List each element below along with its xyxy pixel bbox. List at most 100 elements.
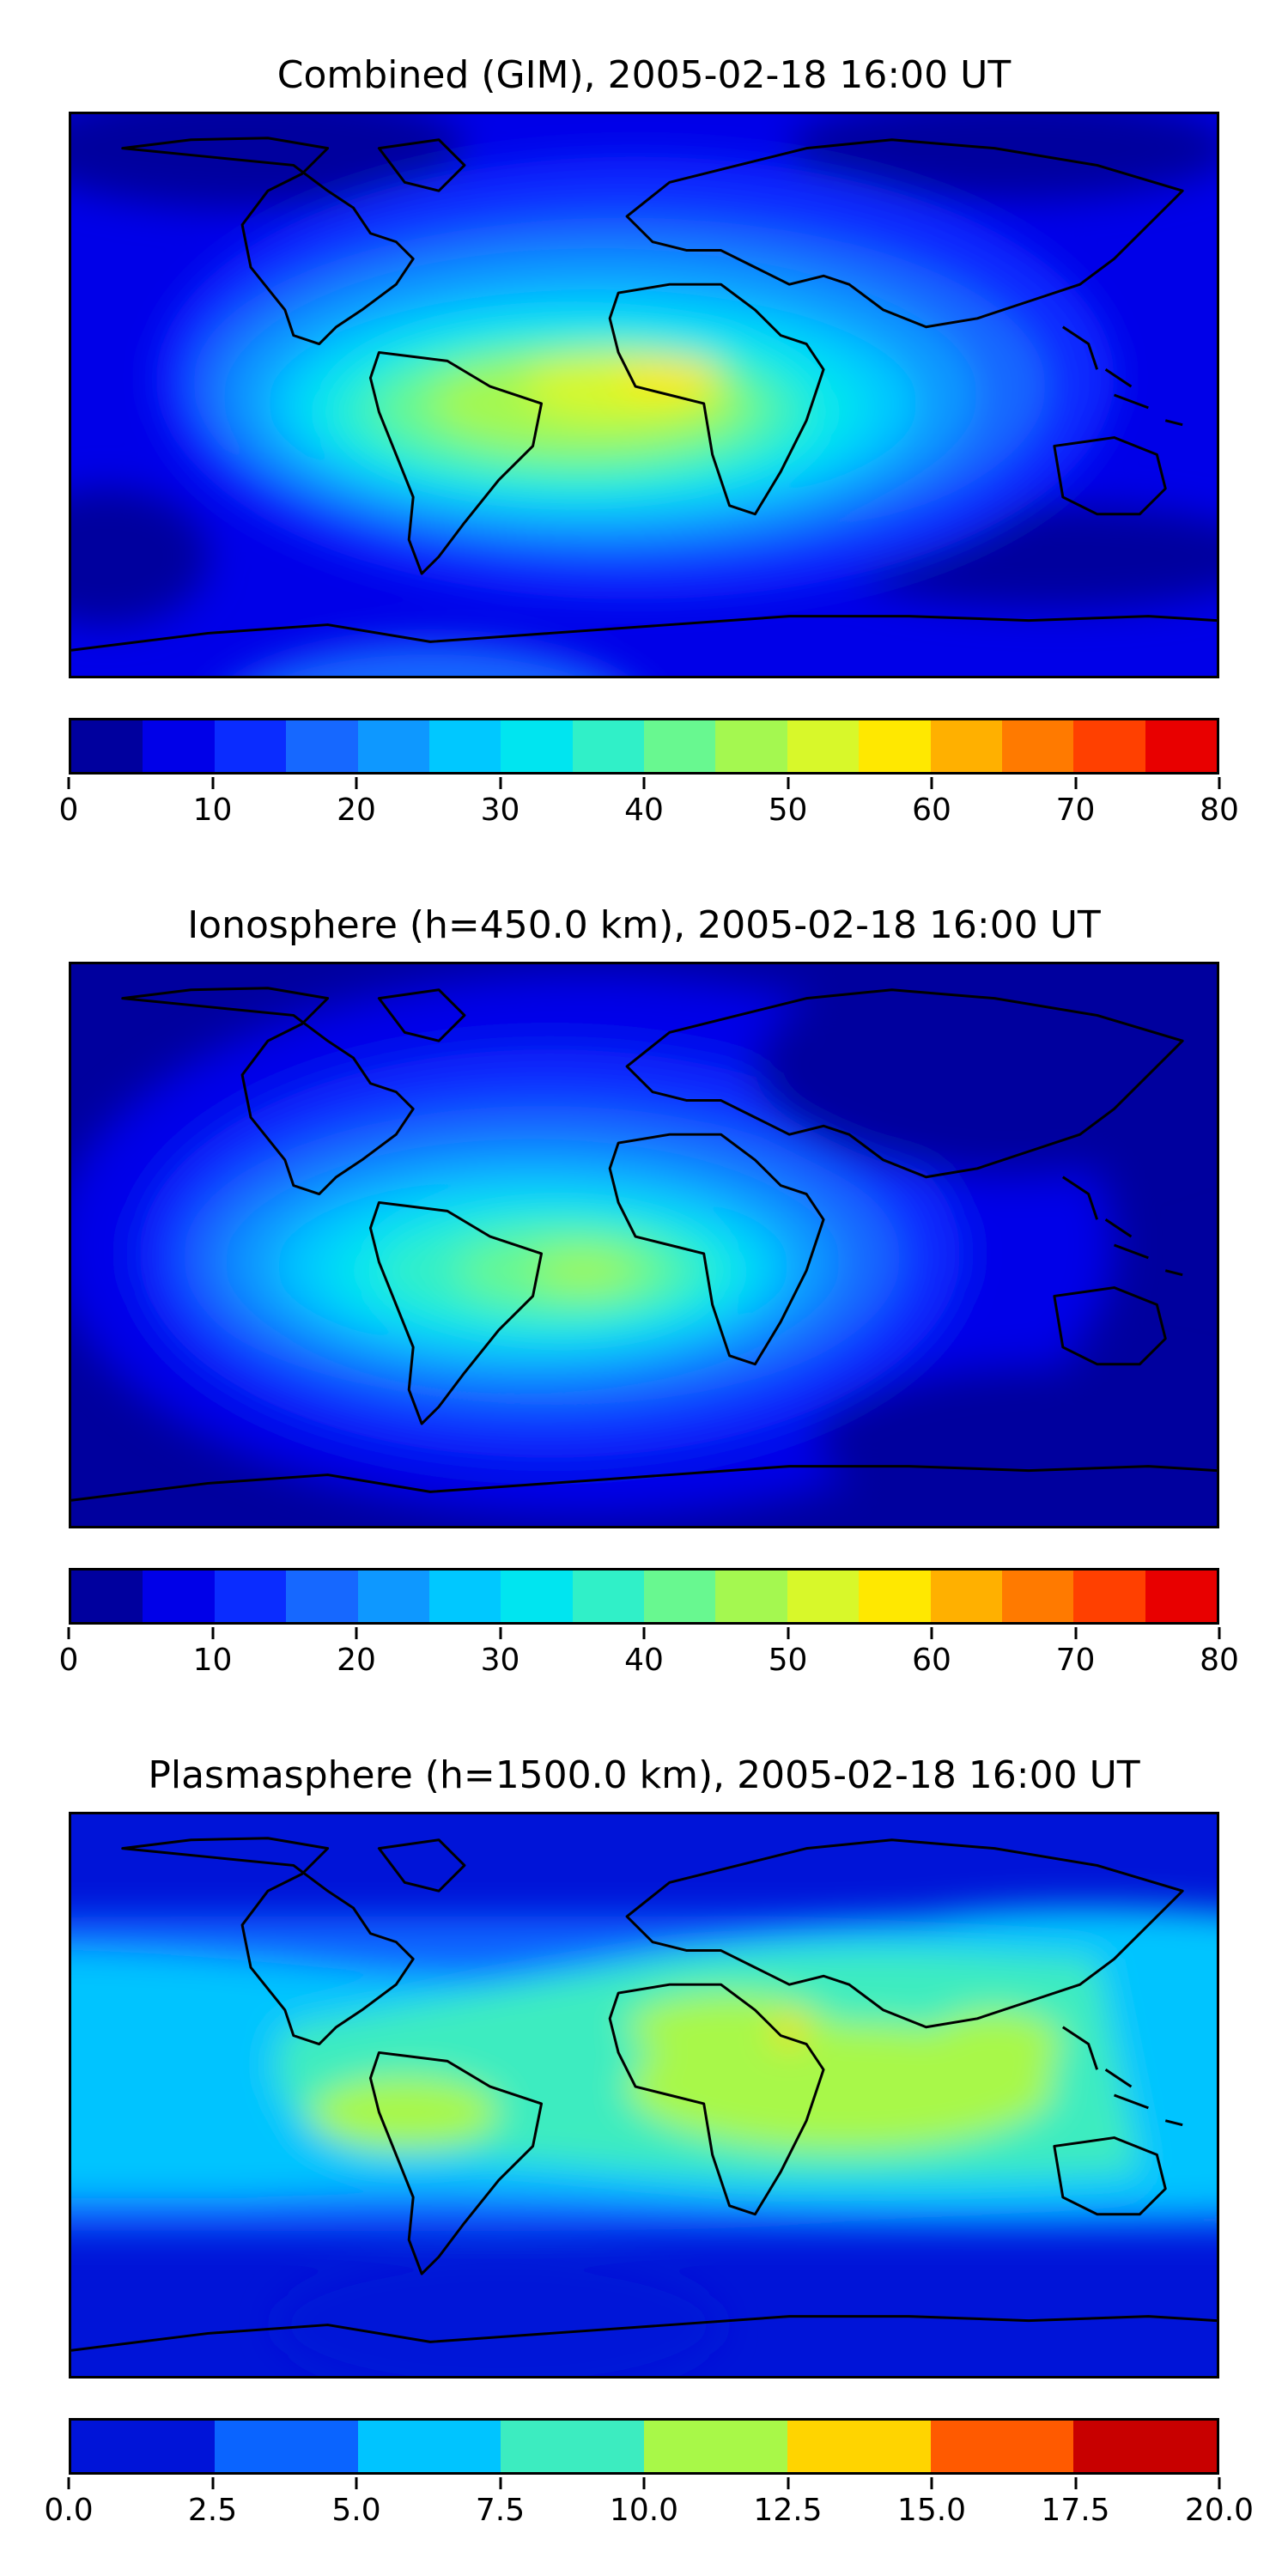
colorbar-segment [71, 1571, 143, 1622]
colorbar-segment [644, 1571, 716, 1622]
colorbar-tick [211, 2477, 214, 2489]
colorbar-tick [1074, 777, 1077, 789]
colorbar-segment [428, 1571, 501, 1622]
colorbar-segment [1001, 720, 1074, 772]
plasmasphere-colorbar [69, 2418, 1219, 2475]
colorbar-tick-label: 20.0 [1184, 2493, 1255, 2528]
colorbar-tick [930, 1627, 933, 1639]
colorbar-tick-label: 10 [192, 793, 233, 828]
colorbar-segment [715, 1571, 787, 1622]
colorbar-tick-label: 5.0 [331, 2493, 381, 2528]
colorbar-tick [930, 2477, 933, 2489]
colorbar-segment [930, 720, 1002, 772]
colorbar-tick-label: 40 [624, 1643, 664, 1678]
coastlines [71, 1837, 1217, 2352]
colorbar-tick-label: 60 [912, 1643, 951, 1678]
colorbar-tick [787, 2477, 789, 2489]
colorbar-segment [1073, 2421, 1217, 2472]
colorbar-segment [71, 720, 143, 772]
colorbar-segment [930, 1571, 1002, 1622]
colorbar-segment [214, 2421, 358, 2472]
colorbar-tick-label: 7.5 [475, 2493, 526, 2528]
ionosphere-contour-field [71, 964, 1217, 1526]
colorbar-tick-label: 0.0 [44, 2493, 94, 2528]
colorbar-segment [572, 720, 644, 772]
colorbar-tick-label: 80 [1200, 793, 1239, 828]
colorbar-tick-label: 30 [480, 793, 520, 828]
colorbar-segment [787, 720, 860, 772]
colorbar-segment [214, 720, 287, 772]
combined-colorbar [69, 718, 1219, 775]
colorbar-tick-label: 10.0 [609, 2493, 679, 2528]
colorbar-segment [787, 1571, 860, 1622]
colorbar-tick [1074, 2477, 1077, 2489]
colorbar-tick [67, 2477, 70, 2489]
coastlines [71, 987, 1217, 1502]
colorbar-tick-label: 20 [337, 793, 376, 828]
colorbar-tick [1218, 2477, 1221, 2489]
colorbar-tick-label: 70 [1055, 793, 1096, 828]
colorbar-tick [930, 777, 933, 789]
colorbar-segment [501, 2421, 644, 2472]
colorbar-tick [499, 1627, 501, 1639]
coastlines [71, 137, 1217, 652]
colorbar-tick [642, 2477, 646, 2489]
ionosphere-tec-map [69, 962, 1219, 1528]
colorbar-segment [1073, 1571, 1145, 1622]
colorbar-tick-label: 40 [624, 793, 664, 828]
colorbar-segment [214, 1571, 287, 1622]
plasmasphere-colorbar-ticks: 0.0 2.5 5.0 7.5 10.0 12.5 15.0 17.5 20.0 [44, 2477, 1254, 2529]
colorbar-tick-label: 80 [1200, 1643, 1239, 1678]
colorbar-tick-label: 17.5 [1041, 2493, 1110, 2528]
colorbar-tick-label: 0 [58, 1643, 79, 1678]
colorbar-segment [501, 1571, 573, 1622]
combined-tec-map [69, 112, 1219, 678]
colorbar-tick-label: 0 [58, 793, 79, 828]
colorbar-segment [286, 1571, 358, 1622]
combined-contour-field [71, 114, 1217, 676]
colorbar-tick-label: 60 [912, 793, 951, 828]
map-title-ionosphere: Ionosphere (h=450.0 km), 2005-02-18 16:0… [187, 903, 1101, 947]
colorbar-segment [787, 2421, 931, 2472]
colorbar-segment [930, 2421, 1074, 2472]
map-title-combined: Combined (GIM), 2005-02-18 16:00 UT [276, 53, 1012, 97]
colorbar-segment [715, 720, 787, 772]
colorbar-tick-label: 50 [768, 1643, 808, 1678]
colorbar-segment [357, 720, 429, 772]
colorbar-tick [1218, 1627, 1221, 1639]
colorbar-segment [1001, 1571, 1074, 1622]
colorbar-segment [572, 1571, 644, 1622]
colorbar-segment [644, 2421, 787, 2472]
colorbar-segment [143, 1571, 215, 1622]
colorbar-segment [1073, 720, 1145, 772]
plasmasphere-tec-map [69, 1812, 1219, 2379]
colorbar-tick [642, 777, 646, 789]
ionosphere-colorbar [69, 1568, 1219, 1625]
colorbar-segment [644, 720, 716, 772]
colorbar-tick-label: 10 [192, 1643, 233, 1678]
colorbar-tick-label: 12.5 [753, 2493, 823, 2528]
colorbar-tick [211, 777, 214, 789]
colorbar-tick [1074, 1627, 1077, 1639]
colorbar-tick-label: 20 [337, 1643, 376, 1678]
colorbar-segment [1145, 1571, 1217, 1622]
ionosphere-colorbar-ticks: 0 10 20 30 40 50 60 70 80 [59, 1627, 1239, 1679]
colorbar-tick [787, 1627, 789, 1639]
colorbar-tick-label: 50 [768, 793, 808, 828]
colorbar-segment [143, 720, 215, 772]
colorbar-tick [355, 777, 358, 789]
colorbar-tick [499, 777, 501, 789]
plasmasphere-contour-field [71, 1814, 1217, 2376]
colorbar-tick-label: 2.5 [187, 2493, 238, 2528]
combined-colorbar-ticks: 0 10 20 30 40 50 60 70 80 [59, 777, 1239, 829]
colorbar-segment [859, 720, 931, 772]
colorbar-tick [355, 1627, 358, 1639]
map-title-plasmasphere: Plasmasphere (h=1500.0 km), 2005-02-18 1… [148, 1753, 1140, 1797]
colorbar-segment [501, 720, 573, 772]
colorbar-tick-label: 70 [1055, 1643, 1096, 1678]
colorbar-tick [642, 1627, 646, 1639]
colorbar-tick [499, 2477, 501, 2489]
colorbar-tick-label: 15.0 [896, 2493, 967, 2528]
colorbar-segment [1145, 720, 1217, 772]
colorbar-segment [286, 720, 358, 772]
